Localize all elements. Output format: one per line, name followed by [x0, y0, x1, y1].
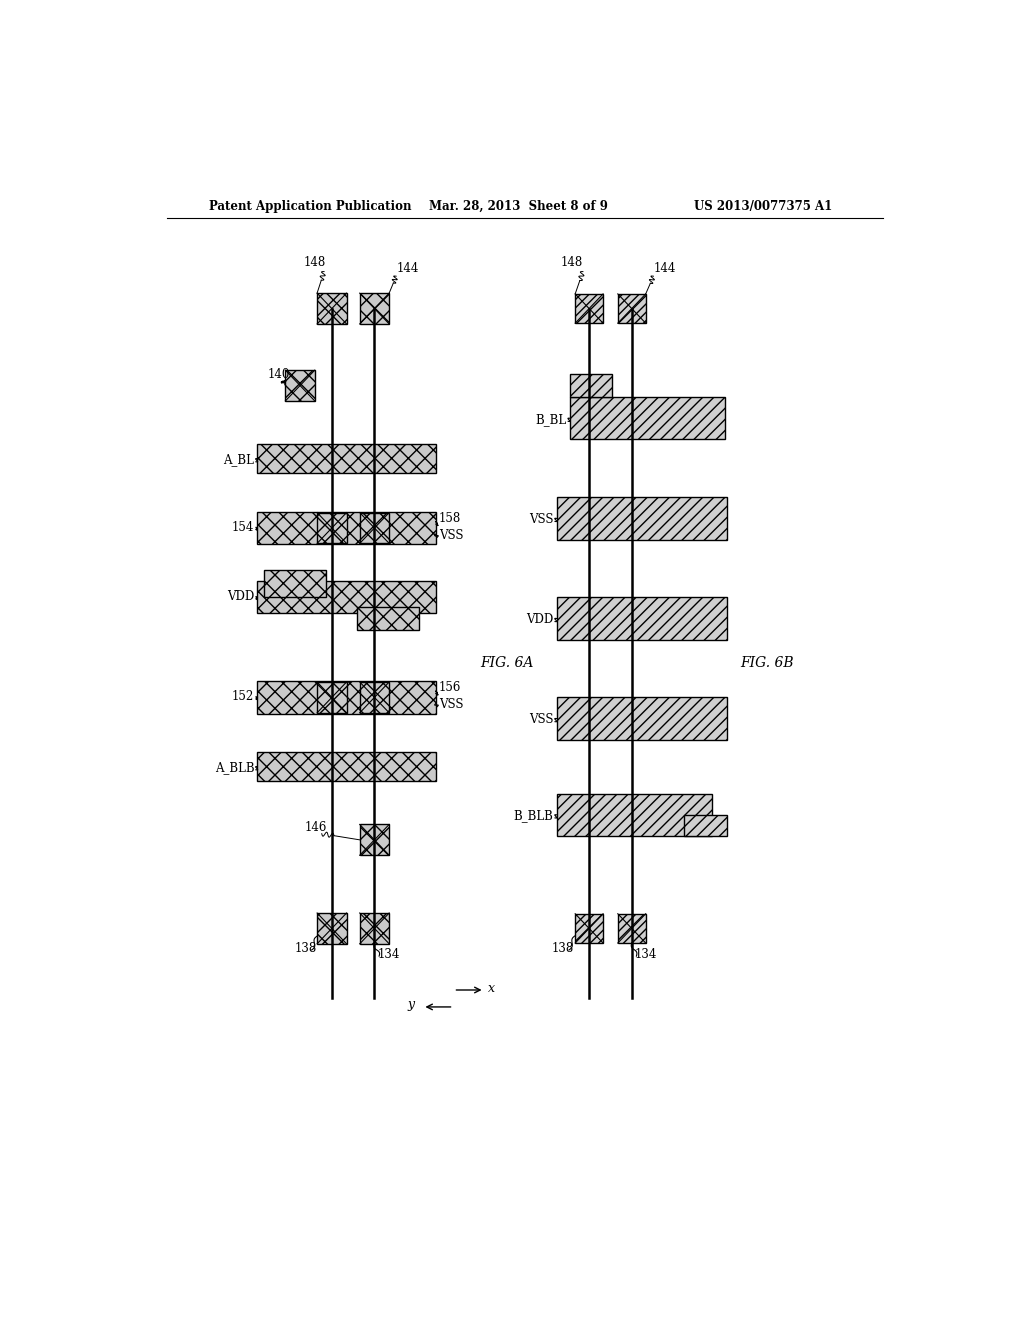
Text: 144: 144: [396, 261, 419, 275]
Bar: [359, 512, 389, 544]
Bar: [317, 512, 346, 544]
Bar: [257, 444, 435, 474]
Text: 156: 156: [438, 681, 461, 694]
Text: 138: 138: [552, 941, 574, 954]
Text: 138: 138: [295, 941, 316, 954]
Text: Patent Application Publication: Patent Application Publication: [209, 199, 412, 213]
Bar: [557, 793, 712, 836]
Text: 148: 148: [304, 256, 326, 269]
Bar: [617, 294, 646, 323]
Text: 134: 134: [378, 948, 400, 961]
Text: 154: 154: [232, 521, 254, 535]
Text: A_BLB: A_BLB: [215, 762, 254, 775]
Text: 146: 146: [305, 821, 327, 834]
Bar: [617, 913, 646, 942]
Text: Mar. 28, 2013  Sheet 8 of 9: Mar. 28, 2013 Sheet 8 of 9: [429, 199, 607, 213]
Text: B_BLB: B_BLB: [514, 809, 554, 822]
Text: VSS: VSS: [529, 713, 554, 726]
Text: B_BL: B_BL: [536, 413, 566, 426]
Bar: [359, 913, 389, 944]
Bar: [263, 570, 326, 597]
Text: 144: 144: [653, 261, 676, 275]
Text: VSS: VSS: [529, 513, 554, 525]
Bar: [257, 752, 435, 781]
Bar: [317, 913, 346, 944]
Bar: [359, 293, 389, 323]
Bar: [359, 682, 389, 713]
Text: 140: 140: [267, 368, 290, 381]
Text: y: y: [407, 998, 414, 1011]
Bar: [257, 581, 435, 614]
Bar: [557, 597, 727, 640]
Text: 134: 134: [635, 948, 657, 961]
Bar: [684, 816, 727, 836]
Text: 148: 148: [561, 256, 584, 269]
Text: x: x: [487, 982, 495, 994]
Bar: [257, 681, 435, 714]
Bar: [557, 697, 727, 739]
Bar: [317, 682, 346, 713]
Bar: [569, 374, 612, 397]
Bar: [557, 498, 727, 540]
Text: VSS: VSS: [438, 529, 463, 541]
Bar: [359, 825, 389, 855]
Bar: [257, 512, 435, 544]
Bar: [575, 294, 603, 323]
Text: FIG. 6B: FIG. 6B: [740, 656, 794, 669]
Bar: [317, 293, 346, 323]
Bar: [356, 607, 419, 630]
Bar: [569, 397, 725, 440]
Text: FIG. 6A: FIG. 6A: [480, 656, 534, 669]
Text: VSS: VSS: [438, 698, 463, 711]
Bar: [286, 370, 314, 401]
Text: VDD: VDD: [526, 612, 554, 626]
Bar: [575, 913, 603, 942]
Text: 158: 158: [438, 512, 461, 525]
Text: A_BL: A_BL: [223, 453, 254, 466]
Text: VDD: VDD: [227, 590, 254, 603]
Text: 152: 152: [232, 690, 254, 704]
Text: US 2013/0077375 A1: US 2013/0077375 A1: [693, 199, 831, 213]
